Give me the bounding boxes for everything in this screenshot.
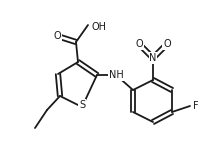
Text: NH: NH xyxy=(109,70,123,80)
Text: O: O xyxy=(53,31,61,41)
Text: N: N xyxy=(149,53,157,63)
Text: OH: OH xyxy=(91,22,106,32)
Text: F: F xyxy=(193,101,199,111)
Text: O: O xyxy=(135,39,143,49)
Text: O: O xyxy=(163,39,171,49)
Text: S: S xyxy=(79,100,85,110)
